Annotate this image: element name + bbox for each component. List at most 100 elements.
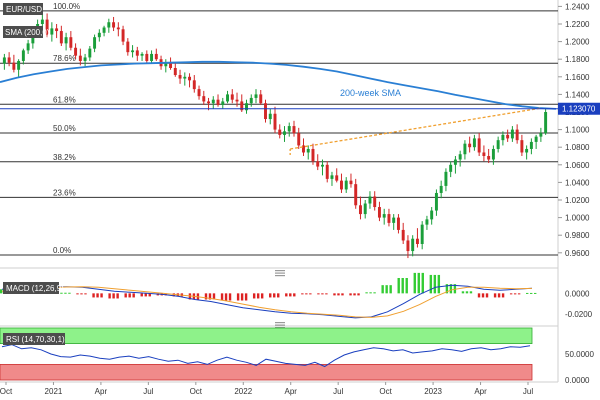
candle-body <box>425 219 429 225</box>
sma-indicator-label-bg <box>3 26 43 38</box>
symbol-label-bg <box>3 3 43 15</box>
price-tick-label: 1.2000 <box>565 38 590 47</box>
macd-histogram-bar <box>465 291 469 294</box>
candle-body <box>17 60 21 70</box>
macd-histogram-bar <box>240 293 244 301</box>
price-tick-label: 1.2400 <box>565 2 590 11</box>
macd-histogram-bar <box>353 293 356 296</box>
last-price: 1.123070 <box>0 102 600 115</box>
candle-body <box>140 53 144 56</box>
rsi-tick-label: 50.0000 <box>565 350 594 359</box>
candle-body <box>2 57 6 64</box>
rsi-tick-label: 0.0000 <box>565 376 590 385</box>
macd-histogram-bar <box>204 293 208 300</box>
macd-indicator-label-bg <box>3 282 59 294</box>
price-tick-label: 1.0800 <box>565 143 590 152</box>
candle-body <box>45 19 49 35</box>
time-axis: Oct 2021 Apr Jul Oct 2022 Apr Jul Oct 2023 Apr Jul <box>0 382 533 396</box>
candle-body <box>249 97 253 104</box>
candle-body <box>392 217 396 223</box>
macd-histogram-bar <box>477 293 481 298</box>
candle-body <box>449 164 453 172</box>
candle-body <box>482 152 486 156</box>
resize-handle-line <box>275 270 285 272</box>
candle-body <box>373 196 377 208</box>
panel-resize-handle-rsi[interactable] <box>275 322 285 329</box>
candle-body <box>344 180 348 190</box>
macd-histogram-bar <box>401 278 404 294</box>
macd-histogram-bar <box>92 293 95 298</box>
macd-histogram-bar <box>417 272 420 294</box>
sma-indicator-label[interactable]: SMA (200,0) <box>3 26 50 38</box>
candle-body <box>154 53 158 60</box>
candle-body <box>112 22 116 28</box>
candle-body <box>544 112 548 134</box>
macd-histogram-bar <box>144 293 147 297</box>
candle-body <box>102 27 106 33</box>
macd-histogram-bar <box>76 293 79 295</box>
candle-body <box>55 28 59 32</box>
candle-body <box>468 143 472 148</box>
fib-level-label: 0.0% <box>53 246 71 255</box>
candle-body <box>188 76 192 81</box>
rsi-indicator-label[interactable]: RSI (14,70,30,1) <box>3 333 65 345</box>
last-price-tag <box>558 102 600 115</box>
time-tick-label: Oct <box>379 387 392 396</box>
sma-200-week-line <box>0 60 557 110</box>
macd-histogram-bar <box>429 274 433 294</box>
time-tick-label: Jul <box>523 387 533 396</box>
candle-body <box>529 141 533 149</box>
macd-histogram-bar <box>148 293 151 297</box>
macd-signal-line <box>1 286 533 318</box>
sma-indicator-label-text: SMA (200,0) <box>5 28 50 37</box>
symbol-label[interactable]: EUR/USD <box>3 3 43 15</box>
candle-body <box>463 143 467 155</box>
macd-histogram-bar <box>349 293 352 296</box>
macd-tick-label: 0.0000 <box>565 289 590 298</box>
candle-body <box>145 53 149 61</box>
macd-histogram-bar <box>445 284 449 294</box>
panel-resize-handle-macd[interactable] <box>275 270 285 277</box>
macd-histogram-bar <box>453 284 457 294</box>
macd-histogram-bar <box>116 293 119 299</box>
candle-body <box>21 50 25 61</box>
candle-body <box>97 32 101 38</box>
sma-line <box>0 60 557 110</box>
candle-body <box>430 210 434 220</box>
candle-body <box>207 101 211 104</box>
candle-body <box>183 76 187 79</box>
candle-body <box>40 19 44 24</box>
candle-body <box>245 103 248 111</box>
time-tick-label: Jul <box>143 387 153 396</box>
candle-body <box>192 80 196 90</box>
candle-body <box>382 214 386 218</box>
candle-body <box>259 94 263 104</box>
macd-histogram-bar <box>397 278 400 294</box>
macd-histogram-bar <box>269 293 272 298</box>
macd-histogram-bar <box>517 293 521 295</box>
price-axis-area <box>558 0 600 400</box>
macd-histogram-bar <box>60 292 63 294</box>
candle-body <box>93 37 97 49</box>
macd-histogram-bar <box>68 292 71 294</box>
macd-histogram-bar <box>132 293 135 298</box>
fib-level-label: 38.2% <box>53 153 76 162</box>
macd-histogram-bar <box>481 293 485 298</box>
symbol-label-text: EUR/USD <box>6 5 42 14</box>
candle-body <box>273 113 277 130</box>
rsi-indicator-label-text: RSI (14,70,30,1) <box>6 335 65 344</box>
macd-indicator-label[interactable]: MACD (12,26,9) <box>3 282 64 294</box>
time-tick-label: 2023 <box>424 387 442 396</box>
macd-indicator-label-text: MACD (12,26,9) <box>6 284 64 293</box>
candle-body <box>406 240 410 252</box>
macd-histogram-bar <box>305 293 308 295</box>
candle-body <box>297 133 301 146</box>
candle-body <box>496 140 500 149</box>
macd-histogram-bar <box>256 293 260 299</box>
rsi-oversold-zone <box>0 363 533 381</box>
macd-histogram-bar <box>112 293 115 299</box>
rsi-panel: 50.0000 0.0000 <box>0 327 594 385</box>
candle-body <box>506 134 510 139</box>
macd-histogram-bar <box>357 293 360 296</box>
